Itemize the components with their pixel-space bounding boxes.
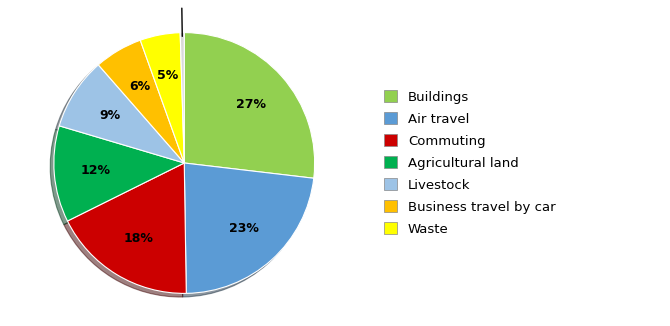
Text: 18%: 18% [123,232,153,245]
Text: 5%: 5% [157,69,178,82]
Legend: Buildings, Air travel, Commuting, Agricultural land, Livestock, Business travel : Buildings, Air travel, Commuting, Agricu… [377,84,562,242]
Wedge shape [68,163,186,293]
Text: 23%: 23% [228,222,259,235]
Wedge shape [184,33,315,178]
Wedge shape [54,126,184,221]
Text: <1%: <1% [165,0,198,37]
Wedge shape [140,33,184,163]
Wedge shape [59,65,184,163]
Text: 6%: 6% [129,80,150,93]
Wedge shape [184,163,314,293]
Wedge shape [180,33,184,163]
Wedge shape [98,40,184,163]
Text: 9%: 9% [99,109,120,122]
Text: 27%: 27% [236,97,265,111]
Text: 12%: 12% [81,164,111,177]
